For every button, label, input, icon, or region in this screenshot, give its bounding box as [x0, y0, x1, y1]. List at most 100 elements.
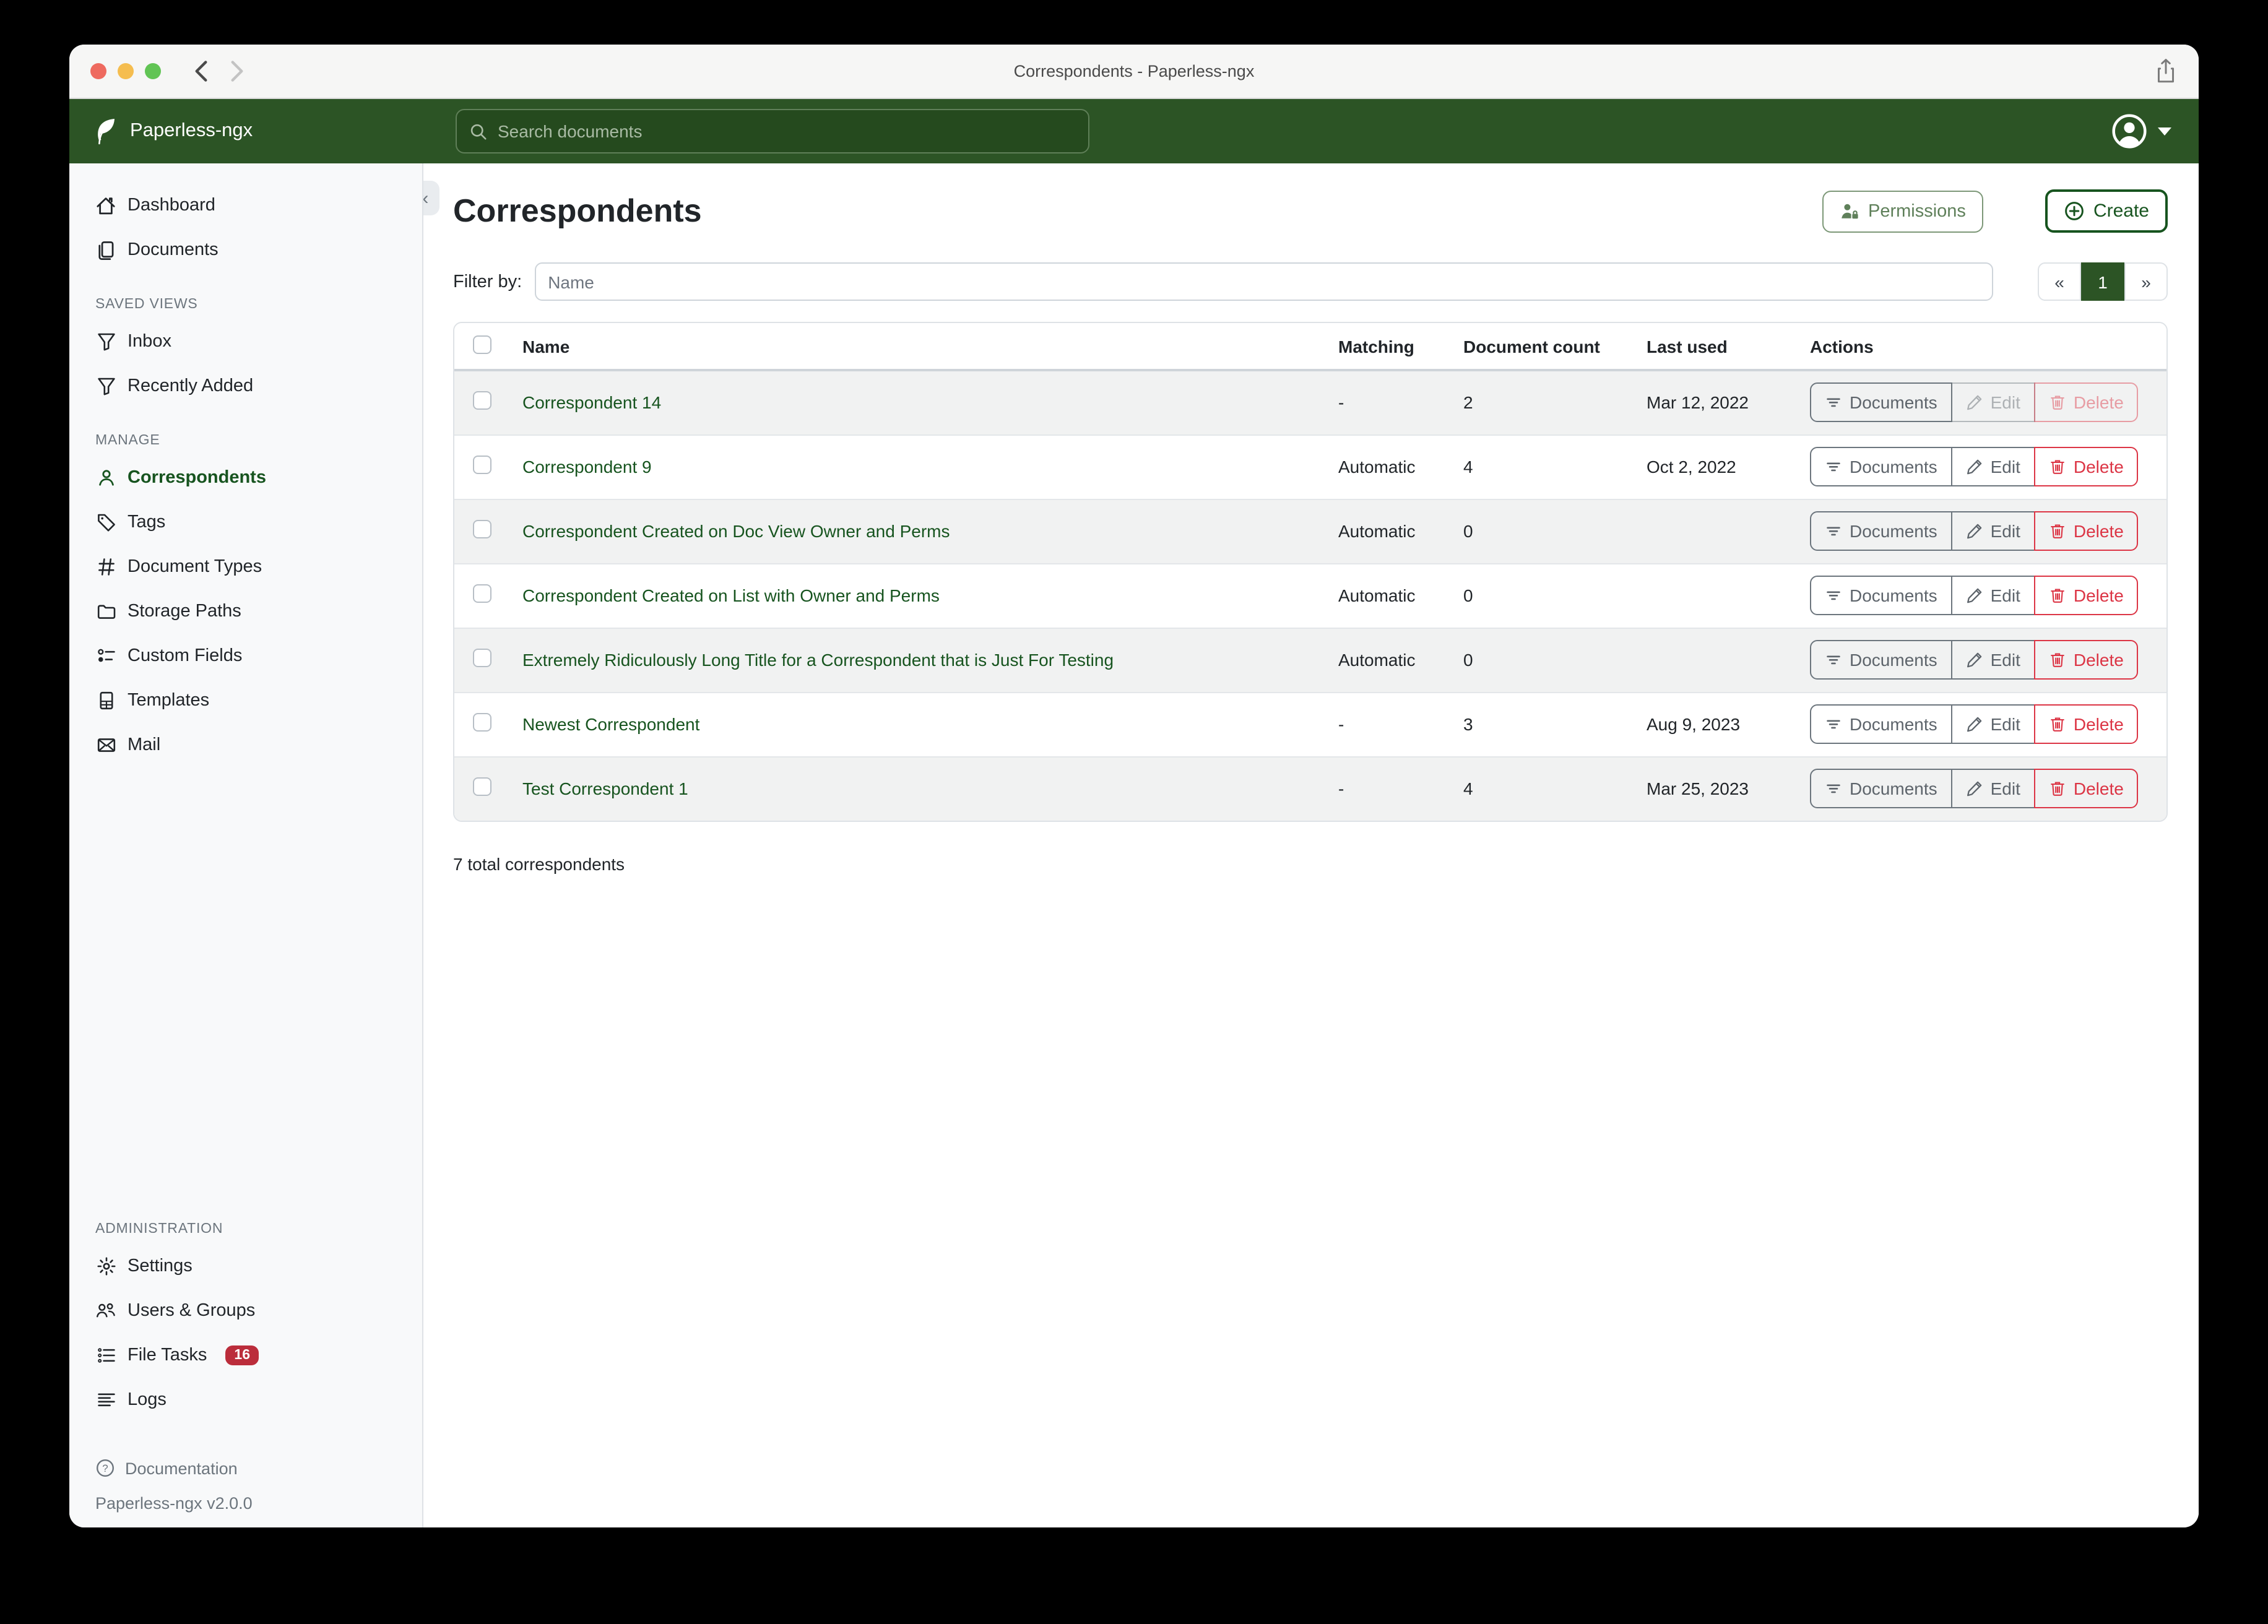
column-header-last-used[interactable]: Last used: [1637, 323, 1800, 371]
row-checkbox[interactable]: [473, 456, 491, 474]
filter-lines-icon: [1825, 715, 1842, 733]
table-row: Correspondent 14 - 2 Mar 12, 2022 Docume…: [454, 370, 2166, 434]
sidebar-collapse-button[interactable]: «: [423, 181, 439, 215]
correspondent-link[interactable]: Newest Correspondent: [522, 714, 700, 734]
browser-back-icon[interactable]: [193, 61, 209, 82]
delete-button[interactable]: Delete: [2033, 704, 2139, 744]
select-all-checkbox[interactable]: [473, 335, 491, 353]
last-used-cell: Mar 12, 2022: [1647, 392, 1749, 413]
sidebar-item-settings[interactable]: Settings: [69, 1244, 422, 1289]
brand[interactable]: Paperless-ngx: [94, 118, 253, 145]
correspondent-link[interactable]: Correspondent 14: [522, 392, 662, 413]
titlebar: Correspondents - Paperless-ngx: [69, 45, 2199, 99]
create-label: Create: [2093, 201, 2149, 222]
pagination-page-1-button[interactable]: 1: [2081, 262, 2124, 301]
edit-button[interactable]: Edit: [1950, 511, 2035, 551]
sidebar-item-mail[interactable]: Mail: [69, 723, 422, 767]
sidebar-item-label: Correspondents: [128, 468, 266, 488]
column-header-name[interactable]: Name: [513, 323, 1328, 371]
matching-cell: Automatic: [1338, 585, 1416, 605]
column-header-matching[interactable]: Matching: [1328, 323, 1453, 371]
sidebar-item-inbox[interactable]: Inbox: [69, 319, 422, 364]
permissions-button[interactable]: Permissions: [1822, 190, 1983, 232]
sidebar-item-users-groups[interactable]: Users & Groups: [69, 1289, 422, 1333]
document-count-cell: 0: [1463, 650, 1473, 670]
row-checkbox[interactable]: [473, 520, 491, 538]
row-checkbox[interactable]: [473, 713, 491, 732]
sidebar-item-dashboard[interactable]: Dashboard: [69, 183, 422, 228]
delete-button[interactable]: Delete: [2033, 511, 2139, 551]
sidebar-item-tags[interactable]: Tags: [69, 500, 422, 545]
table-row: Correspondent 9 Automatic 4 Oct 2, 2022 …: [454, 434, 2166, 499]
sidebar-item-custom-fields[interactable]: Custom Fields: [69, 634, 422, 678]
sidebar-item-storage-paths[interactable]: Storage Paths: [69, 589, 422, 634]
user-menu[interactable]: [2111, 113, 2171, 150]
delete-button[interactable]: Delete: [2033, 576, 2139, 615]
svg-text:?: ?: [102, 1462, 108, 1474]
sidebar-item-documents[interactable]: Documents: [69, 228, 422, 272]
edit-button[interactable]: Edit: [1950, 704, 2035, 744]
documentation-label: Documentation: [125, 1459, 238, 1477]
saved-views-header: SAVED VIEWS: [95, 297, 198, 312]
correspondent-link[interactable]: Extremely Ridiculously Long Title for a …: [522, 650, 1114, 670]
zoom-window-button[interactable]: [145, 63, 161, 79]
row-checkbox[interactable]: [473, 649, 491, 667]
share-icon[interactable]: [2155, 58, 2176, 84]
sidebar-item-logs[interactable]: Logs: [69, 1378, 422, 1422]
filter-by-label: Filter by:: [453, 272, 522, 292]
documents-button[interactable]: Documents: [1810, 447, 1952, 486]
delete-button[interactable]: Delete: [2033, 640, 2139, 680]
sidebar-item-label: Tags: [128, 512, 166, 532]
sidebar-item-templates[interactable]: Templates: [69, 678, 422, 723]
pagination-prev-button[interactable]: «: [2038, 262, 2081, 301]
documents-button[interactable]: Documents: [1810, 704, 1952, 744]
edit-button[interactable]: Edit: [1950, 769, 2035, 809]
close-window-button[interactable]: [90, 63, 106, 79]
column-header-document-count[interactable]: Document count: [1453, 323, 1637, 371]
edit-button[interactable]: Edit: [1950, 382, 2035, 423]
documentation-link[interactable]: ? Documentation: [69, 1449, 422, 1487]
sidebar-item-label: Recently Added: [128, 376, 254, 396]
documents-button[interactable]: Documents: [1810, 576, 1952, 615]
filter-lines-icon: [1825, 522, 1842, 540]
row-checkbox[interactable]: [473, 584, 491, 603]
sidebar-item-label: Inbox: [128, 332, 171, 352]
sidebar-item-document-types[interactable]: Document Types: [69, 545, 422, 589]
document-count-cell: 0: [1463, 585, 1473, 605]
correspondent-link[interactable]: Test Correspondent 1: [522, 779, 688, 799]
edit-button[interactable]: Edit: [1950, 576, 2035, 615]
trash-icon: [2049, 587, 2066, 604]
correspondent-link[interactable]: Correspondent Created on Doc View Owner …: [522, 521, 950, 541]
last-used-cell: Mar 25, 2023: [1647, 779, 1749, 799]
delete-button[interactable]: Delete: [2033, 382, 2139, 423]
sidebar-item-label: Dashboard: [128, 196, 215, 215]
sidebar-item-recently-added[interactable]: Recently Added: [69, 364, 422, 408]
correspondent-link[interactable]: Correspondent Created on List with Owner…: [522, 585, 940, 605]
tag-icon: [95, 512, 116, 533]
edit-button[interactable]: Edit: [1950, 640, 2035, 680]
sidebar-item-label: Settings: [128, 1256, 193, 1276]
documents-button[interactable]: Documents: [1810, 640, 1952, 680]
create-button[interactable]: Create: [2045, 189, 2168, 233]
correspondent-link[interactable]: Correspondent 9: [522, 457, 652, 477]
edit-button[interactable]: Edit: [1950, 447, 2035, 486]
documents-button[interactable]: Documents: [1810, 769, 1952, 809]
last-used-cell: Aug 9, 2023: [1647, 714, 1741, 734]
delete-button[interactable]: Delete: [2033, 447, 2139, 486]
search-input[interactable]: [498, 121, 1076, 141]
minimize-window-button[interactable]: [118, 63, 134, 79]
row-checkbox[interactable]: [473, 777, 491, 797]
row-checkbox[interactable]: [473, 391, 491, 410]
pencil-icon: [1966, 458, 1983, 475]
sidebar-item-file-tasks[interactable]: File Tasks 16: [69, 1333, 422, 1378]
documents-button[interactable]: Documents: [1810, 511, 1952, 551]
matching-cell: Automatic: [1338, 521, 1416, 541]
documents-button[interactable]: Documents: [1810, 382, 1952, 423]
name-filter-input[interactable]: [534, 262, 1993, 301]
pagination-next-button[interactable]: »: [2124, 262, 2168, 301]
browser-forward-icon[interactable]: [229, 61, 245, 82]
sidebar-item-correspondents[interactable]: Correspondents: [69, 456, 422, 500]
global-search[interactable]: [456, 109, 1089, 153]
delete-button[interactable]: Delete: [2033, 769, 2139, 809]
